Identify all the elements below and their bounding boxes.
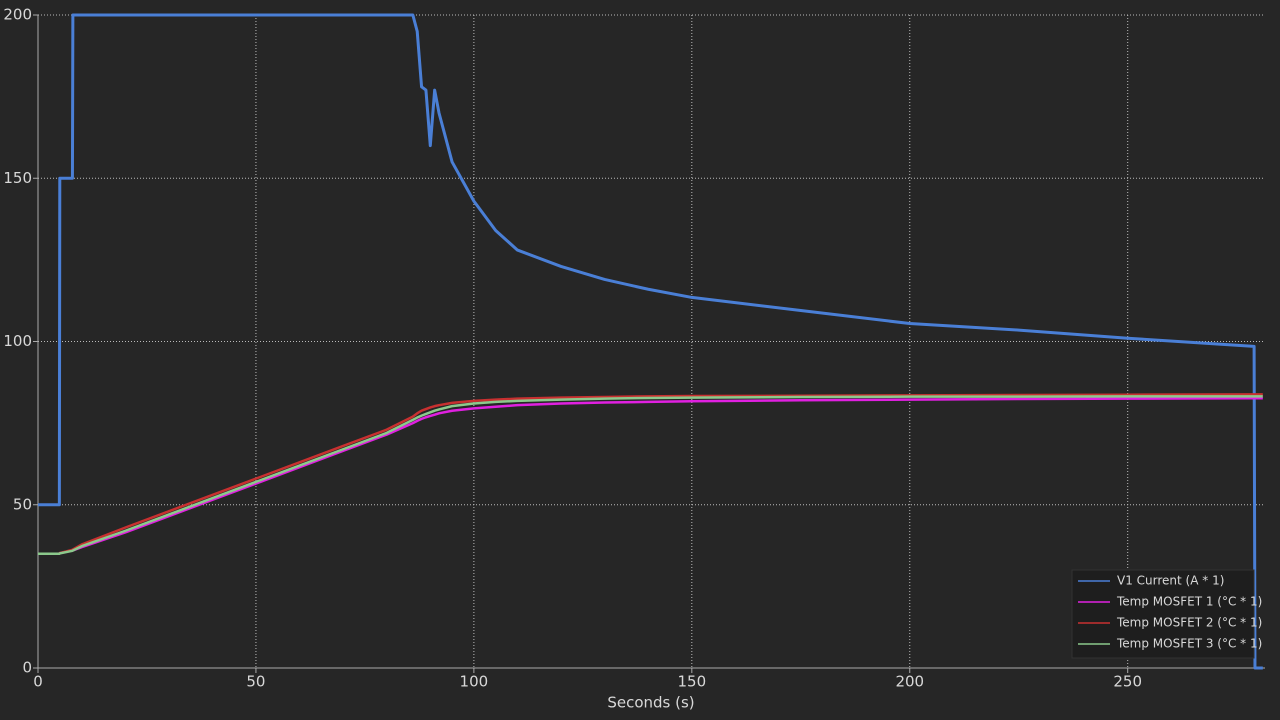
y-tick-label: 200 <box>3 6 32 24</box>
x-tick-label: 0 <box>33 673 43 691</box>
x-tick-label: 150 <box>677 673 706 691</box>
series-line <box>38 393 1263 555</box>
y-tick-label: 50 <box>13 495 32 513</box>
legend: V1 Current (A * 1) Temp MOSFET 1 (°C * 1)… <box>1071 569 1262 659</box>
legend-label: Temp MOSFET 3 (°C * 1) <box>1116 637 1262 651</box>
legend-label: V1 Current (A * 1) <box>1117 574 1224 588</box>
series-line <box>38 13 1263 670</box>
y-tick-label: 100 <box>3 332 32 350</box>
x-tick-label: 250 <box>1113 673 1142 691</box>
x-axis-label: Seconds (s) <box>607 694 694 712</box>
y-tick-label: 150 <box>3 169 32 187</box>
series-line <box>38 395 1263 555</box>
y-tick-label: 0 <box>22 659 32 677</box>
x-tick-label: 100 <box>460 673 489 691</box>
x-tick-label: 200 <box>895 673 924 691</box>
legend-label: Temp MOSFET 1 (°C * 1) <box>1116 595 1262 609</box>
series-line <box>38 397 1263 555</box>
x-tick-label: 50 <box>246 673 265 691</box>
legend-label: Temp MOSFET 2 (°C * 1) <box>1116 616 1262 630</box>
